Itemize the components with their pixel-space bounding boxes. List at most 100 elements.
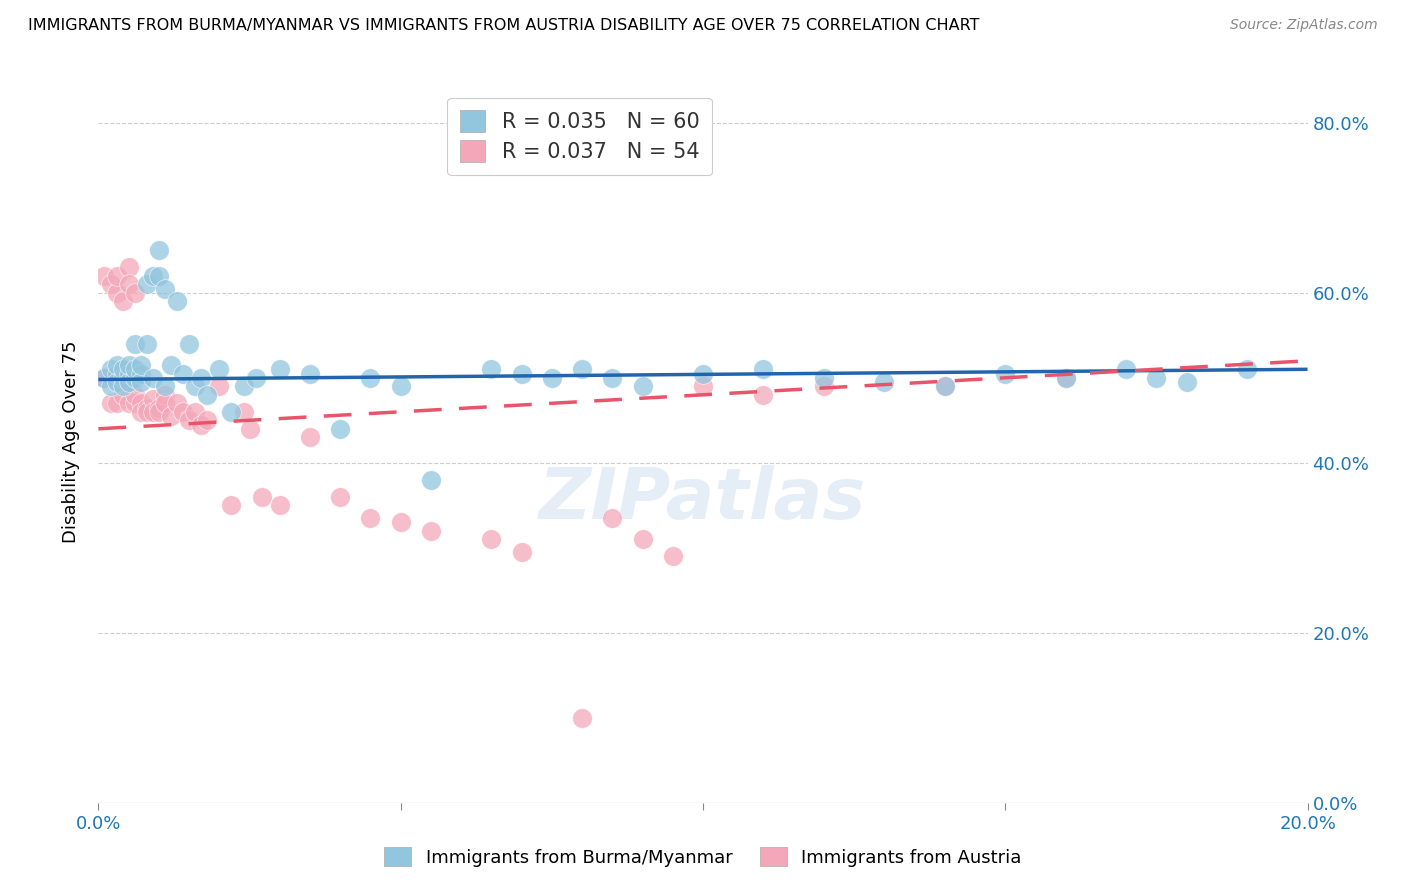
Point [172,405,194,419]
Point [118,375,141,389]
Point [105,367,128,381]
Point [1175,375,1198,389]
Point [118,277,141,292]
Point [105,358,128,372]
Point [221,405,243,419]
Point [129,358,152,372]
Point [1144,371,1167,385]
Point [118,367,141,381]
Point [100,379,122,393]
Text: Source: ZipAtlas.com: Source: ZipAtlas.com [1230,18,1378,32]
Point [148,244,170,258]
Point [118,396,141,410]
Point [571,362,593,376]
Point [160,358,183,372]
Point [540,371,562,385]
Point [100,396,122,410]
Point [239,422,262,436]
Point [172,367,194,381]
Point [129,405,152,419]
Point [124,285,146,300]
Point [389,516,412,530]
Point [124,396,146,410]
Point [481,362,503,376]
Point [118,260,141,275]
Point [105,375,128,389]
Point [190,417,212,432]
Point [299,367,322,381]
Point [420,473,443,487]
Point [221,498,243,512]
Point [153,281,176,295]
Point [420,524,443,538]
Point [184,379,207,393]
Point [179,413,201,427]
Point [631,533,654,547]
Point [661,549,683,564]
Point [124,362,146,376]
Point [510,545,533,559]
Point [148,401,170,415]
Point [135,336,157,351]
Point [111,294,134,309]
Point [153,379,176,393]
Point [160,409,183,423]
Legend: R = 0.035   N = 60, R = 0.037   N = 54: R = 0.035 N = 60, R = 0.037 N = 54 [447,98,711,175]
Point [329,422,352,436]
Point [752,362,775,376]
Point [93,371,115,385]
Point [124,371,146,385]
Point [360,511,382,525]
Point [329,490,352,504]
Point [111,371,134,385]
Point [148,268,170,283]
Point [250,490,273,504]
Point [111,362,134,376]
Point [1115,362,1137,376]
Point [245,371,267,385]
Point [129,367,152,381]
Point [124,336,146,351]
Y-axis label: Disability Age Over 75: Disability Age Over 75 [62,340,80,543]
Point [481,533,503,547]
Point [105,268,128,283]
Point [142,268,165,283]
Point [111,379,134,393]
Point [142,405,165,419]
Point [389,379,412,393]
Point [692,379,714,393]
Point [195,413,218,427]
Point [692,367,714,381]
Point [602,511,624,525]
Point [813,379,835,393]
Point [934,379,956,393]
Point [100,362,122,376]
Point [934,379,956,393]
Point [124,388,146,402]
Point [118,358,141,372]
Point [1054,371,1077,385]
Point [873,375,896,389]
Point [602,371,624,385]
Point [232,379,254,393]
Point [994,367,1017,381]
Point [148,405,170,419]
Point [208,379,231,393]
Point [135,401,157,415]
Point [184,405,207,419]
Point [93,371,115,385]
Point [135,405,157,419]
Point [208,362,231,376]
Point [269,498,291,512]
Point [142,392,165,406]
Point [631,379,654,393]
Point [195,388,218,402]
Point [190,371,212,385]
Point [1054,371,1077,385]
Point [153,388,176,402]
Point [111,388,134,402]
Point [752,388,775,402]
Point [153,396,176,410]
Point [360,371,382,385]
Point [232,405,254,419]
